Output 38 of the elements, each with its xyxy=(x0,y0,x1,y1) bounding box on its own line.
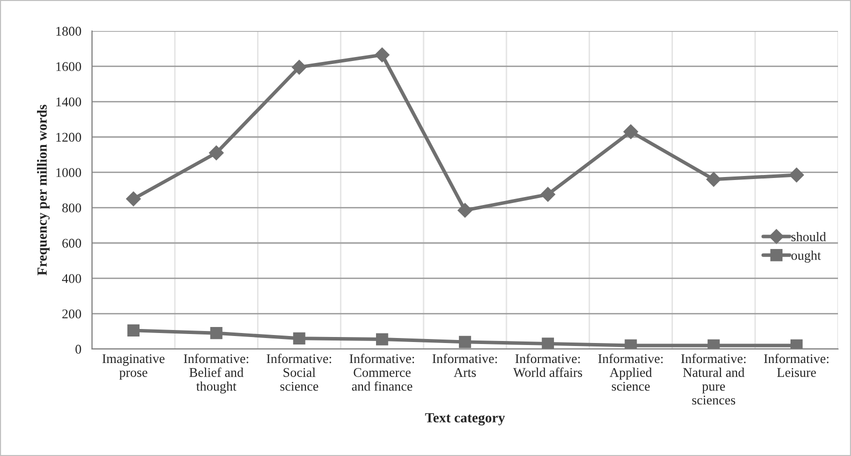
x-tick-label: Informative: Leisure xyxy=(764,354,828,377)
point xyxy=(623,124,638,140)
point xyxy=(540,187,556,202)
x-axis-title: Text category xyxy=(425,413,505,426)
x-tick-label: Informative: World affairs xyxy=(513,354,582,378)
y-tick-label: 0 xyxy=(75,344,82,354)
x-tick-label: Informative: Natural and pure sciences xyxy=(681,354,746,405)
point xyxy=(458,202,472,218)
x-tick-label: Imaginative prose xyxy=(102,354,164,380)
y-tick-label: 1800 xyxy=(56,26,82,36)
x-tick-label: Informative: Belief and thought xyxy=(184,354,248,394)
y-tick-label: 1600 xyxy=(56,62,82,72)
y-tick-label: 400 xyxy=(62,274,82,284)
x-tick-label: Informative: Applied science xyxy=(598,354,663,391)
y-tick-label: 1000 xyxy=(56,168,82,178)
point xyxy=(458,336,472,348)
y-tick-label: 1400 xyxy=(56,97,82,106)
point xyxy=(542,338,554,349)
point xyxy=(210,327,222,340)
point xyxy=(292,60,307,75)
x-tick-label: Informative: Arts xyxy=(432,354,497,377)
y-tick-label: 200 xyxy=(62,309,82,318)
y-tick-label: 1200 xyxy=(56,132,82,142)
y-axis-title: Frequency per million words xyxy=(37,104,50,276)
point xyxy=(126,191,141,206)
legend-label: should xyxy=(791,232,826,242)
y-tick-label: 600 xyxy=(62,238,82,248)
x-tick-label: Informative: Commerce and finance xyxy=(350,354,414,391)
point xyxy=(374,47,390,62)
x-tick-label: Informative: Social science xyxy=(266,354,332,391)
point xyxy=(208,146,224,160)
point xyxy=(789,168,804,182)
point xyxy=(293,332,306,344)
point xyxy=(706,172,722,187)
legend-label: ought xyxy=(791,250,821,263)
point xyxy=(376,333,388,346)
point xyxy=(127,324,140,337)
y-tick-label: 800 xyxy=(62,203,82,212)
